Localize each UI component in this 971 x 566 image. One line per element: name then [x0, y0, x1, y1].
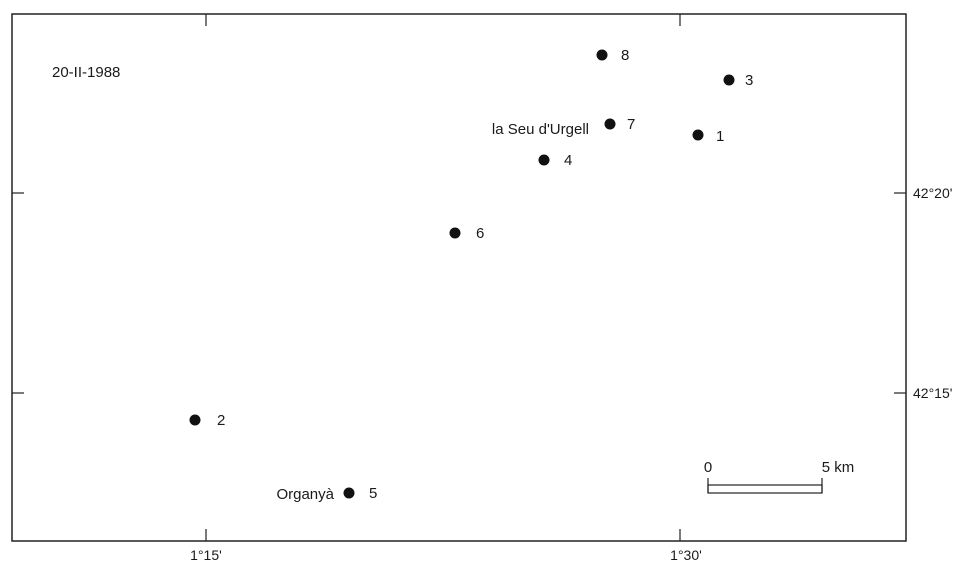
place-label-organya: Organyà — [276, 486, 334, 503]
lon-tick-label-2: 1°30' — [670, 547, 702, 563]
lat-tick-label-1: 42°20' — [913, 185, 952, 201]
station-dot — [692, 129, 704, 141]
station-2: 2 — [189, 412, 225, 429]
station-4: 4 — [538, 152, 572, 169]
station-dot — [449, 227, 461, 239]
station-label: 4 — [564, 152, 572, 169]
station-label: 8 — [621, 47, 629, 64]
station-1: 1 — [692, 128, 724, 145]
lon-ticks: 1°15' 1°30' — [190, 14, 702, 563]
station-label: 2 — [217, 412, 225, 429]
lon-tick-label-1: 1°15' — [190, 547, 222, 563]
station-label: 6 — [476, 225, 484, 242]
place-label-la-seu-durgell: la Seu d'Urgell — [492, 121, 589, 138]
stations: 1 2 3 4 5 6 7 8 — [189, 47, 753, 502]
station-dot — [538, 154, 550, 166]
station-dot — [604, 118, 616, 130]
lat-tick-label-2: 42°15' — [913, 385, 952, 401]
lat-ticks: 42°20' 42°15' — [12, 185, 952, 401]
station-dot — [189, 414, 201, 426]
scale-bar-start-label: 0 — [704, 459, 712, 476]
scale-bar-end-label: 5 km — [822, 459, 855, 476]
station-label: 1 — [716, 128, 724, 145]
station-3: 3 — [723, 72, 753, 89]
station-dot — [723, 74, 735, 86]
station-dot — [343, 487, 355, 499]
station-5: 5 — [343, 485, 377, 502]
date-label: 20-II-1988 — [52, 64, 120, 81]
scale-bar: 0 5 km — [704, 459, 855, 494]
place-names: la Seu d'Urgell Organyà — [276, 121, 589, 503]
scale-bar-box — [707, 484, 823, 494]
station-6: 6 — [449, 225, 484, 242]
station-label: 5 — [369, 485, 377, 502]
station-label: 3 — [745, 72, 753, 89]
station-7: 7 — [604, 116, 635, 133]
map-frame — [11, 13, 907, 542]
station-label: 7 — [627, 116, 635, 133]
station-8: 8 — [596, 47, 629, 64]
station-dot — [596, 49, 608, 61]
